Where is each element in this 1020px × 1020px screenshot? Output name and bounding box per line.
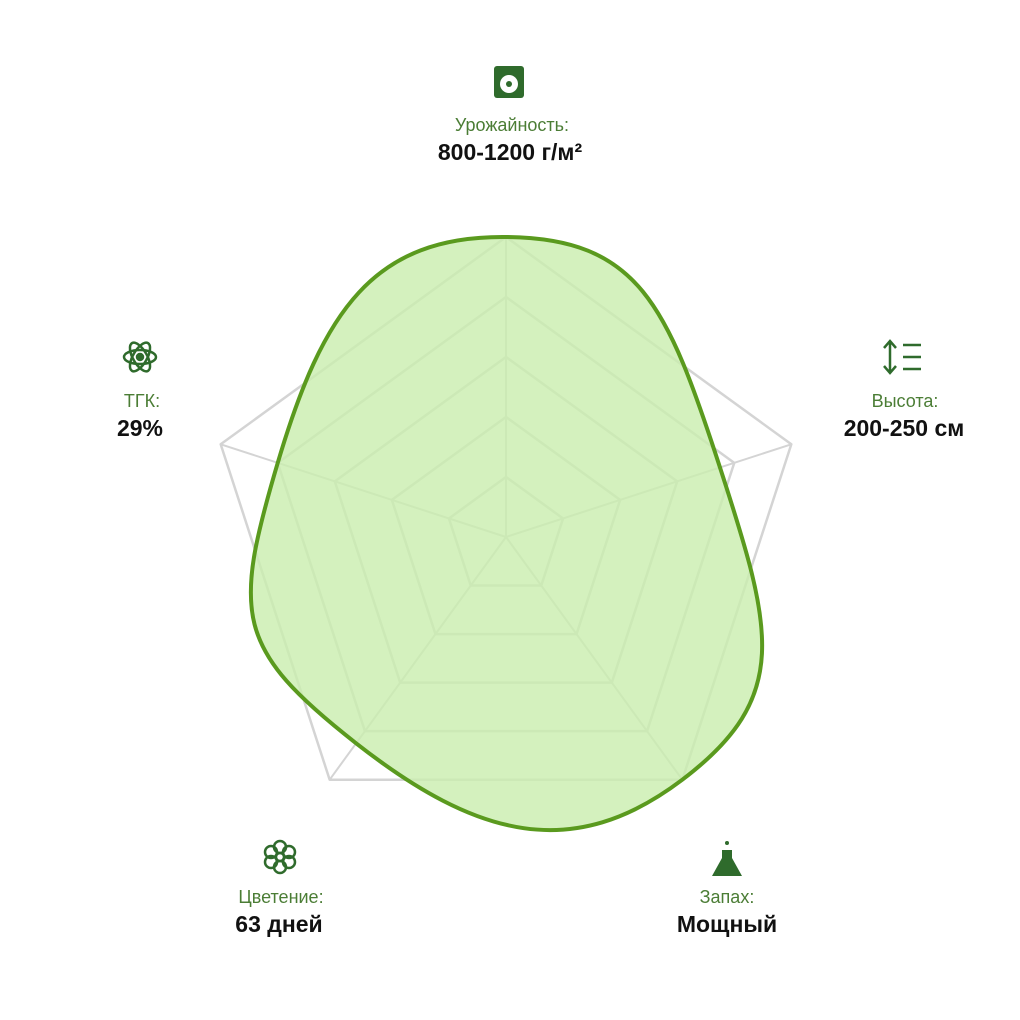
icon-height bbox=[883, 339, 921, 375]
axis-detail: 29% bbox=[117, 415, 163, 441]
axis-label: Цветение: bbox=[238, 887, 323, 907]
radar-area bbox=[248, 234, 765, 833]
axis-label: Урожайность: bbox=[455, 115, 569, 135]
axis-label: ТГК: bbox=[124, 391, 160, 411]
icons bbox=[122, 66, 921, 876]
axis-detail: 800-1200 г/м² bbox=[438, 139, 583, 165]
icon-flask bbox=[712, 841, 742, 876]
icon-scale bbox=[494, 66, 524, 98]
axis-label: Запах: bbox=[700, 887, 755, 907]
icon-flower bbox=[263, 839, 297, 875]
axis-detail: 200-250 см bbox=[844, 415, 965, 441]
axis-detail: Мощный bbox=[677, 911, 777, 937]
axis-label: Высота: bbox=[872, 391, 939, 411]
icon-atom bbox=[122, 341, 158, 373]
shape bbox=[248, 234, 765, 833]
axis-detail: 63 дней bbox=[235, 911, 322, 937]
